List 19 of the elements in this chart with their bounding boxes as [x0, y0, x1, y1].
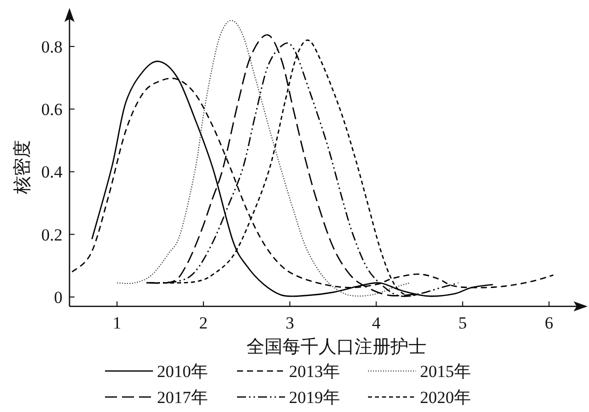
x-tick-label: 1: [112, 313, 122, 332]
y-tick-label: 0.8: [41, 37, 62, 56]
x-tick-label: 4: [372, 313, 381, 332]
x-tick-label: 2: [199, 313, 208, 332]
y-tick-label: 0: [54, 288, 62, 308]
y-tick-label: 0.6: [41, 100, 62, 120]
legend-label: 2015年: [420, 362, 471, 381]
x-tick-label: 3: [286, 313, 294, 332]
y-tick-label: 0.4: [41, 162, 63, 182]
x-tick-label: 5: [458, 313, 467, 332]
legend-label: 2013年: [289, 362, 340, 381]
x-tick-label: 6: [544, 313, 554, 332]
y-tick-label: 0.2: [41, 225, 62, 244]
legend-label: 2017年: [157, 388, 208, 407]
y-axis-title: 核密度: [12, 140, 32, 196]
legend-label: 2010年: [157, 362, 208, 381]
legend-label: 2019年: [289, 388, 340, 407]
legend-label: 2020年: [420, 388, 471, 407]
x-axis-title: 全国每千人口注册护士: [246, 336, 427, 356]
